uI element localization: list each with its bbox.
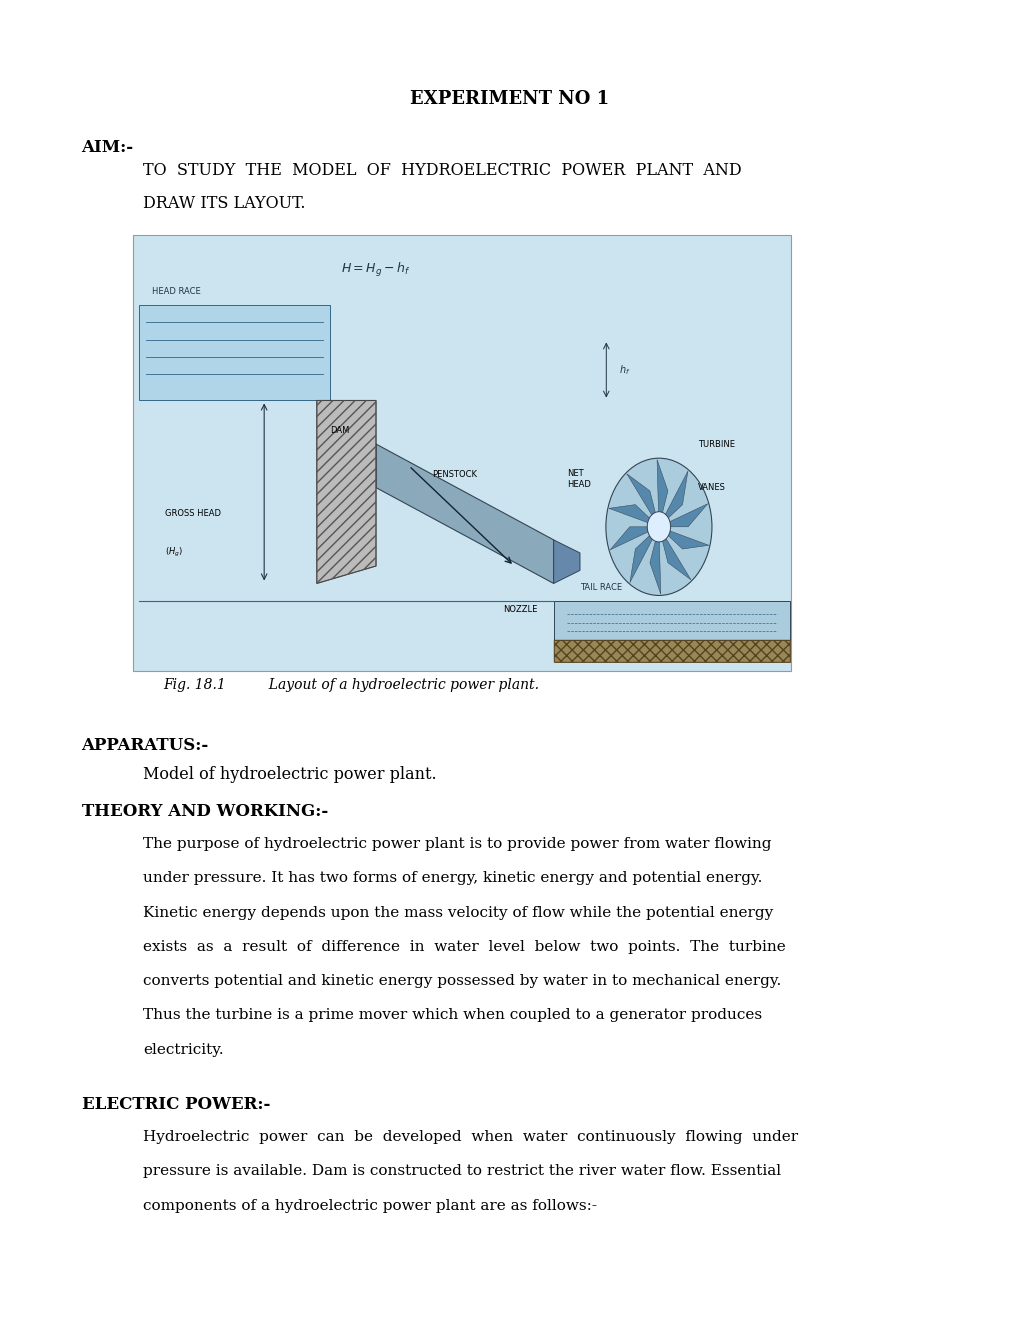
Polygon shape: [609, 527, 658, 550]
Text: Thus the turbine is a prime mover which when coupled to a generator produces: Thus the turbine is a prime mover which …: [143, 1008, 761, 1023]
Polygon shape: [649, 527, 660, 594]
Polygon shape: [658, 504, 707, 527]
Text: APPARATUS:-: APPARATUS:-: [82, 737, 209, 754]
Text: TURBINE: TURBINE: [698, 440, 735, 449]
Polygon shape: [553, 540, 580, 583]
Bar: [553, 601, 790, 640]
Text: under pressure. It has two forms of energy, kinetic energy and potential energy.: under pressure. It has two forms of ener…: [143, 871, 761, 886]
Polygon shape: [627, 474, 658, 527]
Polygon shape: [658, 471, 687, 527]
Polygon shape: [658, 527, 708, 549]
Polygon shape: [630, 527, 658, 582]
Text: VANES: VANES: [698, 483, 726, 492]
Text: AIM:-: AIM:-: [82, 139, 133, 156]
Polygon shape: [376, 444, 553, 583]
Polygon shape: [658, 527, 690, 579]
Text: pressure is available. Dam is constructed to restrict the river water flow. Esse: pressure is available. Dam is constructe…: [143, 1164, 781, 1179]
Text: Kinetic energy depends upon the mass velocity of flow while the potential energy: Kinetic energy depends upon the mass vel…: [143, 906, 772, 920]
Text: DAM: DAM: [330, 426, 348, 436]
Text: $H = H_g - h_f$: $H = H_g - h_f$: [341, 261, 411, 279]
Text: components of a hydroelectric power plant are as follows:-: components of a hydroelectric power plan…: [143, 1199, 596, 1213]
Text: HEAD RACE: HEAD RACE: [152, 286, 201, 296]
Circle shape: [605, 458, 711, 595]
Circle shape: [647, 512, 669, 543]
Polygon shape: [656, 459, 667, 527]
Text: THEORY AND WORKING:-: THEORY AND WORKING:-: [82, 803, 327, 820]
Polygon shape: [317, 400, 376, 583]
Text: Hydroelectric  power  can  be  developed  when  water  continuously  flowing  un: Hydroelectric power can be developed whe…: [143, 1130, 797, 1144]
Bar: [132, 235, 790, 671]
Text: DRAW ITS LAYOUT.: DRAW ITS LAYOUT.: [143, 195, 305, 213]
Text: exists  as  a  result  of  difference  in  water  level  below  two  points.  Th: exists as a result of difference in wate…: [143, 940, 785, 954]
Text: Model of hydroelectric power plant.: Model of hydroelectric power plant.: [143, 766, 436, 783]
Text: ELECTRIC POWER:-: ELECTRIC POWER:-: [82, 1096, 270, 1113]
Text: $(H_g)$: $(H_g)$: [165, 546, 183, 560]
Text: Fig. 18.1: Fig. 18.1: [163, 678, 226, 693]
Bar: [139, 305, 330, 400]
Polygon shape: [553, 640, 790, 661]
Text: PENSTOCK: PENSTOCK: [432, 470, 477, 479]
Polygon shape: [608, 504, 658, 527]
Text: TAIL RACE: TAIL RACE: [580, 583, 622, 593]
Text: The purpose of hydroelectric power plant is to provide power from water flowing: The purpose of hydroelectric power plant…: [143, 837, 770, 851]
Text: converts potential and kinetic energy possessed by water in to mechanical energy: converts potential and kinetic energy po…: [143, 974, 781, 989]
Text: NET
HEAD: NET HEAD: [567, 469, 590, 488]
Text: GROSS HEAD: GROSS HEAD: [165, 510, 221, 519]
Text: $h_f$: $h_f$: [619, 363, 630, 378]
Text: TO  STUDY  THE  MODEL  OF  HYDROELECTRIC  POWER  PLANT  AND: TO STUDY THE MODEL OF HYDROELECTRIC POWE…: [143, 162, 741, 180]
Text: EXPERIMENT NO 1: EXPERIMENT NO 1: [410, 90, 609, 108]
Text: electricity.: electricity.: [143, 1043, 223, 1057]
Text: Layout of a hydroelectric power plant.: Layout of a hydroelectric power plant.: [260, 678, 539, 693]
Text: NOZZLE: NOZZLE: [503, 605, 537, 614]
